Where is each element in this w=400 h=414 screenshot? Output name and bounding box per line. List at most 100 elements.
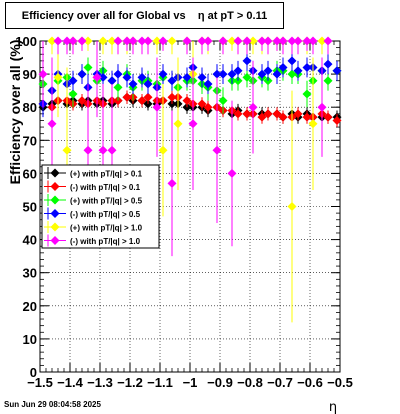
data-point bbox=[203, 36, 213, 46]
data-point bbox=[242, 56, 252, 66]
x-tick-label: −0.8 bbox=[237, 375, 263, 390]
data-point bbox=[272, 109, 282, 119]
data-point bbox=[332, 115, 342, 125]
data-point bbox=[113, 36, 123, 46]
data-point bbox=[323, 59, 333, 69]
data-point bbox=[317, 36, 327, 46]
data-point bbox=[302, 112, 312, 122]
legend-box bbox=[41, 164, 160, 249]
data-point bbox=[68, 36, 78, 46]
data-point bbox=[287, 69, 297, 79]
y-tick-label: 100 bbox=[15, 34, 37, 49]
x-tick-label: −1.4 bbox=[57, 375, 83, 390]
data-point bbox=[77, 69, 87, 79]
data-point bbox=[113, 82, 123, 92]
chart-title: Efficiency over all for Global vs η at p… bbox=[21, 9, 268, 22]
data-point bbox=[308, 36, 318, 46]
data-point bbox=[323, 76, 333, 86]
data-point bbox=[263, 66, 273, 76]
y-tick-label: 50 bbox=[23, 200, 37, 215]
data-point bbox=[302, 89, 312, 99]
data-point bbox=[323, 112, 333, 122]
legend-label: (-) with pT/|q| > 1.0 bbox=[70, 237, 141, 246]
data-point bbox=[98, 72, 108, 82]
data-point bbox=[212, 145, 222, 155]
y-tick-label: 30 bbox=[23, 266, 37, 281]
data-point bbox=[107, 76, 117, 86]
data-point bbox=[62, 145, 72, 155]
x-tick-label: −0.9 bbox=[207, 375, 233, 390]
legend-item: (-) with pT/|q| > 0.5 bbox=[44, 207, 141, 220]
data-point bbox=[227, 168, 237, 178]
legend-label: (-) with pT/|q| > 0.1 bbox=[70, 183, 141, 192]
data-point bbox=[128, 79, 138, 89]
data-point bbox=[143, 36, 153, 46]
x-tick-label: −0.6 bbox=[297, 375, 323, 390]
data-point bbox=[248, 102, 258, 112]
x-tick-label: −0.5 bbox=[327, 375, 353, 390]
data-point bbox=[182, 96, 192, 106]
data-point bbox=[128, 36, 138, 46]
x-tick-label: −1.1 bbox=[147, 375, 173, 390]
data-point bbox=[257, 112, 267, 122]
x-tick-label: −1 bbox=[183, 375, 198, 390]
x-tick-label: −1.3 bbox=[87, 375, 113, 390]
data-point bbox=[143, 92, 153, 102]
x-axis-label: η bbox=[329, 400, 337, 414]
data-point bbox=[53, 36, 63, 46]
data-point bbox=[287, 56, 297, 66]
data-point bbox=[197, 99, 207, 109]
data-point bbox=[173, 119, 183, 129]
y-tick-label: 80 bbox=[23, 100, 37, 115]
data-point bbox=[137, 36, 147, 46]
data-point bbox=[233, 109, 243, 119]
data-point bbox=[233, 36, 243, 46]
data-point bbox=[38, 69, 48, 79]
data-point bbox=[167, 92, 177, 102]
y-tick-label: 70 bbox=[23, 133, 37, 148]
x-tick-label: −1.5 bbox=[27, 375, 53, 390]
data-point bbox=[167, 178, 177, 188]
data-point bbox=[68, 89, 78, 99]
legend-marker bbox=[50, 168, 60, 178]
y-tick-label: 10 bbox=[23, 332, 37, 347]
data-point bbox=[263, 109, 273, 119]
data-point bbox=[278, 36, 288, 46]
data-point bbox=[242, 72, 252, 82]
data-point bbox=[98, 36, 108, 46]
legend-marker bbox=[50, 182, 60, 191]
data-point bbox=[197, 36, 207, 46]
data-point bbox=[83, 36, 93, 46]
data-point bbox=[47, 36, 57, 46]
data-point bbox=[77, 96, 87, 106]
data-point bbox=[203, 102, 213, 112]
data-point bbox=[308, 119, 318, 129]
legend-item: (+) with pT/|q| > 1.0 bbox=[44, 221, 143, 233]
data-point bbox=[122, 72, 132, 82]
data-point bbox=[218, 96, 228, 106]
data-point bbox=[293, 66, 303, 76]
y-tick-label: 20 bbox=[23, 299, 37, 314]
data-point bbox=[287, 36, 297, 46]
data-point bbox=[257, 69, 267, 79]
data-point bbox=[323, 36, 333, 46]
y-tick-label: 0 bbox=[30, 365, 37, 380]
data-point bbox=[137, 72, 147, 82]
data-point bbox=[218, 36, 228, 46]
legend-item: (+) with pT/|q| > 0.1 bbox=[44, 167, 143, 179]
legend: (+) with pT/|q| > 0.1 (-) with pT/|q| > 0… bbox=[41, 164, 160, 249]
data-point bbox=[62, 36, 72, 46]
data-point bbox=[302, 62, 312, 72]
legend-item: (+) with pT/|q| > 0.5 bbox=[44, 194, 143, 206]
data-point bbox=[212, 69, 222, 79]
data-point bbox=[227, 69, 237, 79]
data-point bbox=[77, 36, 87, 46]
data-point bbox=[83, 145, 93, 155]
data-point bbox=[263, 36, 273, 46]
data-point bbox=[293, 109, 303, 119]
legend-label: (-) with pT/|q| > 0.5 bbox=[70, 210, 141, 219]
data-point bbox=[242, 36, 252, 46]
data-point bbox=[92, 72, 102, 82]
data-point bbox=[107, 36, 117, 46]
